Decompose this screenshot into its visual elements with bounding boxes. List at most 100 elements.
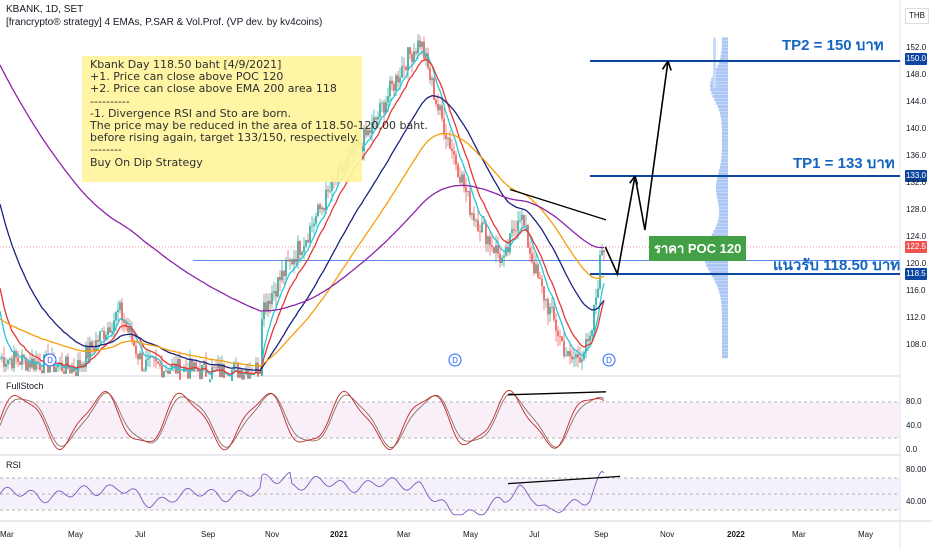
x-tick-label: May [68,530,84,539]
candle [395,75,397,91]
candle [573,357,575,360]
candle [261,319,263,376]
volume-profile-bar [721,152,728,156]
currency-button[interactable]: THB [905,8,929,24]
candle [119,302,121,311]
candle [391,80,393,84]
candle [375,117,377,120]
volume-profile-bar [721,44,728,48]
candle [81,363,83,367]
candle [169,370,171,374]
candle [283,270,285,277]
volume-profile-bar [721,314,728,318]
candle [117,310,119,312]
y-tick-label: 116.0 [906,285,926,295]
volume-profile-bar [721,132,728,136]
candle [9,358,11,360]
candle [461,174,463,183]
candle [459,176,461,183]
candle [255,362,257,374]
volume-profile-bar [721,125,728,129]
candle [241,370,243,380]
volume-profile-bar [711,77,728,82]
volume-profile-bar [718,203,728,207]
candle [581,359,583,363]
candle [575,354,577,358]
candle [387,96,389,103]
candle [271,292,273,305]
volume-profile-bar [721,301,728,305]
candle [127,326,129,332]
candle [409,47,411,55]
support-label: แนวรับ 118.50 บาท [773,257,901,274]
candle [521,214,523,220]
tp2-label: TP2 = 150 บาท [782,37,884,54]
volume-profile-bar [709,270,728,274]
candle [603,250,605,253]
candle [485,223,487,245]
volume-profile-bar [720,54,728,58]
candle [523,214,525,226]
candle [301,251,303,255]
candle [533,262,535,274]
dividend-marker-label: D [47,356,53,365]
candle [201,364,203,380]
candle [111,330,113,333]
candle [559,336,561,337]
candle [75,371,77,377]
candle [441,105,443,119]
candle [35,361,37,370]
volume-profile-bar [721,155,728,159]
volume-profile-bar [716,192,728,196]
volume-profile-bar [719,57,728,61]
candle [493,247,495,253]
candle [401,66,403,78]
candle [163,371,165,378]
x-tick-label: Nov [660,530,675,539]
candle [99,331,101,342]
volume-profile-bar [721,145,728,149]
candle [433,78,435,100]
candle [595,297,597,305]
candle [215,367,217,369]
candle [125,322,127,327]
stoch-pane-title: FullStoch [6,381,44,391]
candle [217,363,219,369]
candle [503,255,505,258]
candle [79,360,81,367]
volume-profile-bar [721,135,728,139]
candle [1,357,3,359]
candle [243,374,245,380]
candle [213,367,215,369]
volume-profile-bar [720,115,728,119]
candle [269,300,271,305]
candle [403,66,405,68]
candle [129,327,131,332]
candle [55,367,57,373]
candle [139,353,141,360]
candle [187,370,189,379]
candle [555,319,557,331]
candle [249,372,251,379]
candle [489,236,491,246]
stoch-k-line [0,389,605,451]
volume-profile-bar [717,219,728,223]
volume-profile-bar [721,304,728,308]
volume-profile-bar [721,338,728,342]
volume-profile-bar [721,324,728,328]
x-tick-label: Nov [265,530,280,539]
analysis-note: Kbank Day 118.50 baht [4/9/2021] +1. Pric… [82,56,428,182]
candle [279,277,281,281]
candle [371,122,373,134]
volume-profile-bar [716,182,728,186]
candle [455,154,457,165]
volume-profile-bar [721,121,728,125]
volume-profile-bar [719,111,728,115]
candle [233,363,235,370]
candle [209,379,211,383]
candle [165,370,167,372]
y-tick-label: 112.0 [906,312,926,322]
candle [159,363,161,366]
volume-profile-bar [717,64,728,68]
